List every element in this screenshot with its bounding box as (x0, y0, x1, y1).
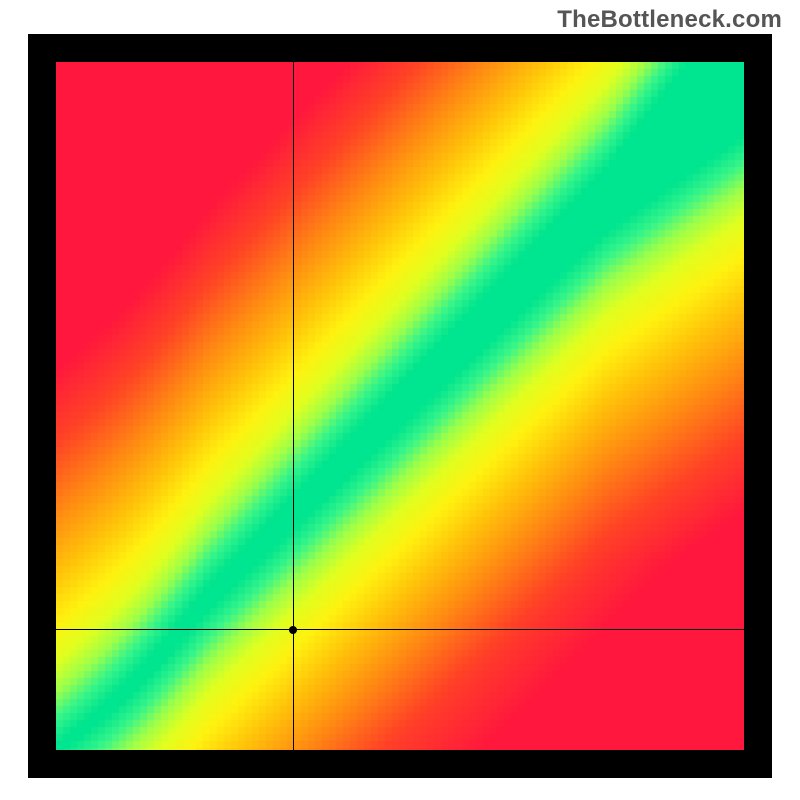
crosshair-vertical (293, 62, 294, 750)
crosshair-horizontal (56, 629, 744, 630)
heatmap-canvas (56, 62, 744, 750)
chart-root: TheBottleneck.com (0, 0, 800, 800)
plot-frame (28, 34, 772, 778)
marker-dot (289, 626, 297, 634)
plot-area (56, 62, 744, 750)
watermark-text: TheBottleneck.com (557, 6, 782, 34)
